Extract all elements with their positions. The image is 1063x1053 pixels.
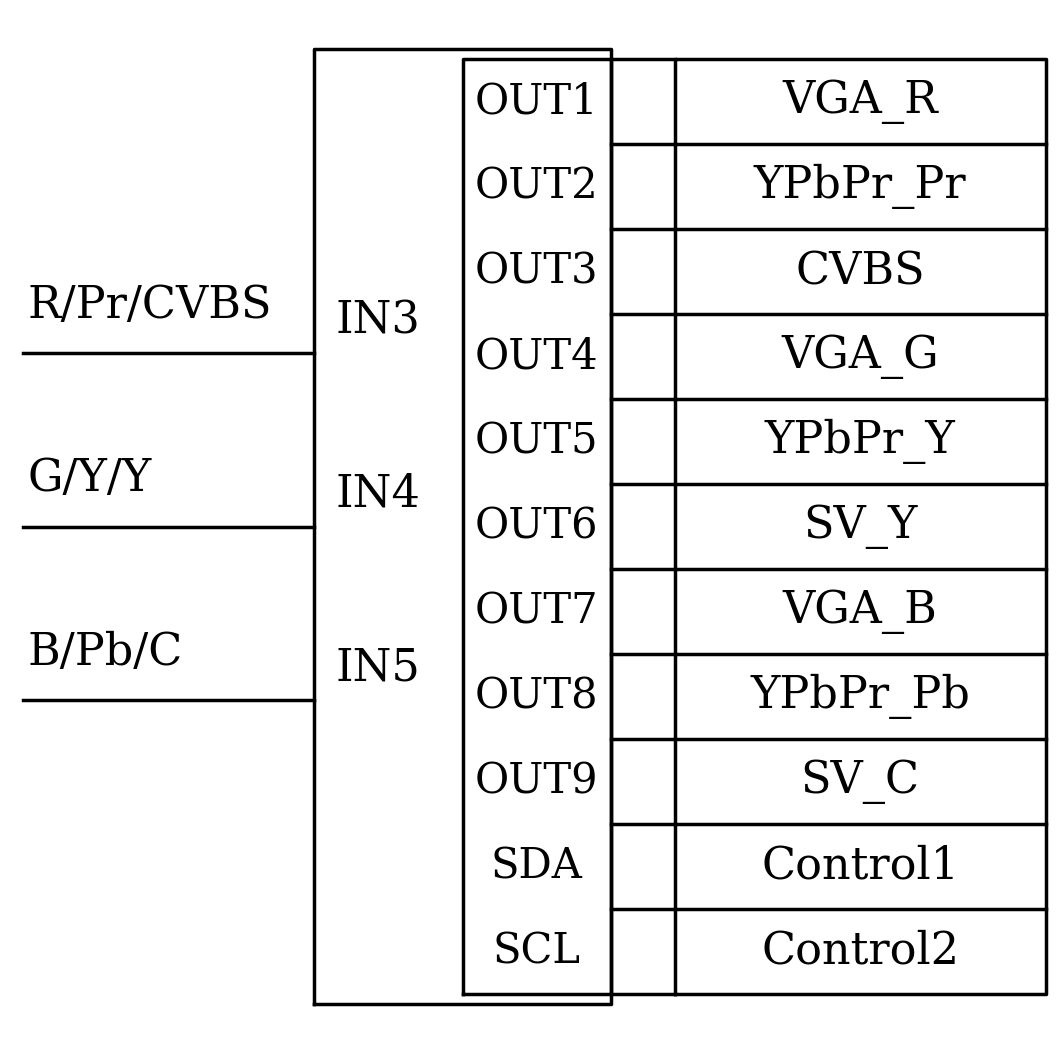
- Text: YPbPr_Y: YPbPr_Y: [764, 419, 956, 464]
- Text: CVBS: CVBS: [795, 250, 925, 293]
- Text: VGA_R: VGA_R: [782, 79, 938, 124]
- Text: OUT1: OUT1: [475, 81, 598, 122]
- Text: SDA: SDA: [491, 846, 583, 888]
- Text: OUT3: OUT3: [475, 251, 598, 293]
- Text: SV_C: SV_C: [800, 759, 919, 803]
- Text: OUT9: OUT9: [475, 760, 598, 802]
- Text: R/Pr/CVBS: R/Pr/CVBS: [28, 284, 272, 327]
- Text: OUT7: OUT7: [475, 591, 598, 633]
- Text: G/Y/Y: G/Y/Y: [28, 457, 152, 500]
- Text: Control2: Control2: [761, 930, 959, 973]
- Text: OUT8: OUT8: [475, 675, 598, 717]
- Text: OUT6: OUT6: [475, 505, 598, 548]
- Text: OUT4: OUT4: [475, 336, 598, 378]
- Text: SCL: SCL: [493, 931, 580, 972]
- Text: OUT5: OUT5: [475, 420, 598, 462]
- Text: IN4: IN4: [335, 473, 420, 516]
- Text: YPbPr_Pr: YPbPr_Pr: [754, 164, 966, 210]
- Text: IN3: IN3: [335, 299, 420, 342]
- Text: VGA_G: VGA_G: [781, 334, 939, 379]
- Text: YPbPr_Pb: YPbPr_Pb: [750, 674, 971, 719]
- Text: OUT2: OUT2: [475, 165, 598, 207]
- Text: B/Pb/C: B/Pb/C: [28, 631, 183, 674]
- Text: Control1: Control1: [761, 845, 959, 888]
- Text: SV_Y: SV_Y: [803, 504, 917, 549]
- Text: IN5: IN5: [335, 647, 420, 690]
- Text: VGA_B: VGA_B: [782, 590, 938, 634]
